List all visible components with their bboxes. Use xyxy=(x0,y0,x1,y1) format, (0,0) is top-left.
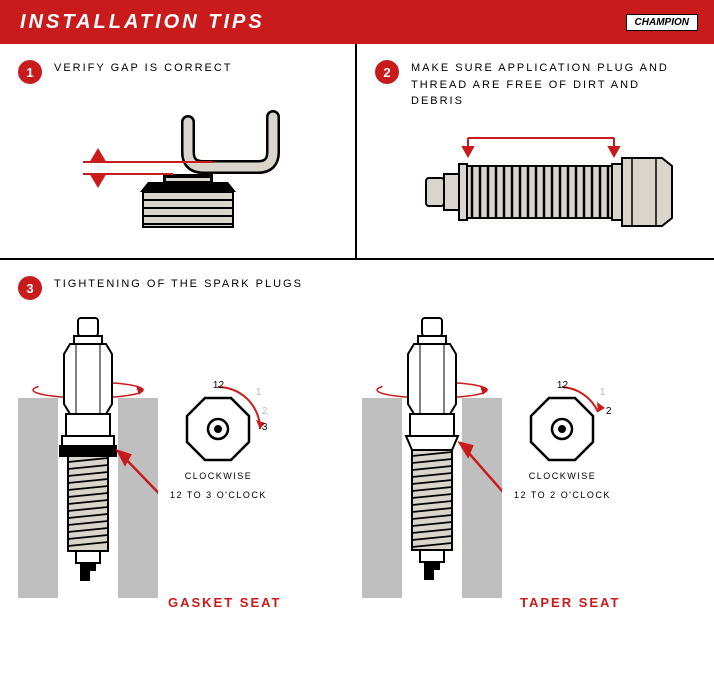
gasket-clock: 12 1 2 3 CLOCKWISE 12 TO 3 O'CLOCK xyxy=(170,394,267,501)
clock-12: 12 xyxy=(213,380,224,391)
top-row: 1 Verify gap is correct xyxy=(0,44,714,260)
gap-diagram xyxy=(18,92,337,242)
thread-diagram xyxy=(375,118,696,248)
clock-1: 1 xyxy=(600,387,606,398)
taper-clock: 12 1 2 CLOCKWISE 12 TO 2 O'CLOCK xyxy=(514,394,611,501)
gasket-seat-label: GASKET SEAT xyxy=(168,595,282,610)
panel-step-3: 3 Tightening of the spark plugs xyxy=(0,260,714,604)
step-3-title: Tightening of the spark plugs xyxy=(54,276,303,293)
gasket-clock-l2: 12 TO 3 O'CLOCK xyxy=(170,489,267,502)
page-title: INSTALLATION TIPS xyxy=(20,11,626,34)
clock-2: 2 xyxy=(262,406,268,417)
step-2-badge: 2 xyxy=(375,60,399,84)
panel-step-2: 2 Make sure application plug and thread … xyxy=(357,44,714,258)
step-2-title: Make sure application plug and thread ar… xyxy=(411,60,696,110)
taper-seat-label: TAPER SEAT xyxy=(520,595,620,610)
clock-12: 12 xyxy=(557,380,568,391)
clock-2: 2 xyxy=(606,406,612,417)
clock-3: 3 xyxy=(262,422,268,433)
gasket-plug-diagram xyxy=(18,308,158,588)
panel-step-1: 1 Verify gap is correct xyxy=(0,44,357,258)
clock-1: 1 xyxy=(256,387,262,398)
step-3-badge: 3 xyxy=(18,276,42,300)
taper-clock-l2: 12 TO 2 O'CLOCK xyxy=(514,489,611,502)
taper-column: 12 1 2 CLOCKWISE 12 TO 2 O'CLOCK xyxy=(362,308,696,588)
brand-badge: CHAMPION xyxy=(626,14,698,31)
taper-plug-diagram xyxy=(362,308,502,588)
gasket-column: 12 1 2 3 CLOCKWISE 12 TO 3 O'CLOCK xyxy=(18,308,352,588)
step-1-badge: 1 xyxy=(18,60,42,84)
header: INSTALLATION TIPS CHAMPION xyxy=(0,0,714,44)
step-1-title: Verify gap is correct xyxy=(54,60,233,77)
